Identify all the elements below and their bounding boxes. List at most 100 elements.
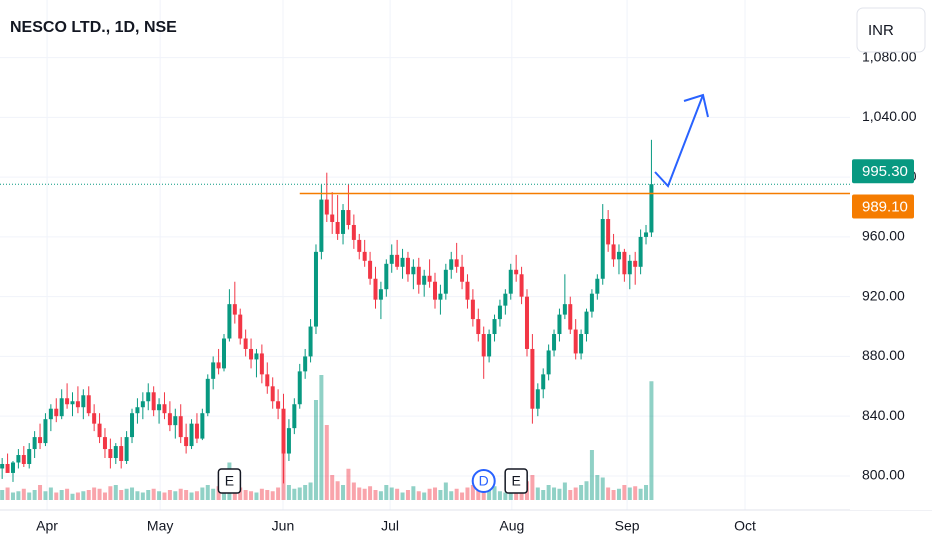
candle-body	[346, 210, 351, 225]
candle-body	[216, 362, 221, 369]
y-tick-label: 920.00	[862, 287, 905, 303]
x-tick-label: Sep	[615, 518, 640, 534]
candle-body	[606, 218, 611, 245]
candle-body	[48, 408, 53, 420]
volume-bar	[443, 482, 448, 500]
candle-body	[43, 419, 48, 444]
price-axis	[850, 0, 932, 510]
volume-bar	[151, 488, 156, 500]
volume-bar	[211, 488, 216, 500]
volume-bar	[557, 488, 562, 500]
candle-body	[243, 338, 248, 349]
candle-body	[254, 353, 259, 360]
volume-bar	[205, 485, 210, 500]
candle-body	[584, 311, 589, 335]
price-label: 989.10	[862, 198, 908, 215]
candle-body	[313, 251, 318, 327]
price-label: 995.30	[862, 163, 908, 180]
candle-body	[238, 314, 243, 339]
volume-bar	[433, 487, 438, 500]
volume-bar	[508, 490, 513, 500]
candle-body	[541, 374, 546, 390]
volume-bar	[270, 491, 275, 500]
volume-bar	[422, 492, 427, 500]
volume-bar	[303, 485, 308, 500]
candle-body	[487, 334, 492, 357]
volume-bar	[595, 475, 600, 500]
candle-body	[438, 293, 443, 300]
candle-body	[433, 281, 438, 300]
candle-body	[351, 224, 356, 240]
y-tick-label: 960.00	[862, 228, 905, 244]
volume-bar	[249, 491, 254, 500]
candle-body	[75, 401, 80, 408]
volume-bar	[167, 490, 172, 500]
candle-body	[395, 254, 400, 267]
event-label: E	[225, 473, 234, 489]
volume-bar	[21, 488, 26, 500]
volume-bar	[124, 488, 129, 500]
candle-body	[184, 437, 189, 447]
currency-label[interactable]: INR	[868, 22, 894, 39]
volume-bar	[633, 486, 638, 500]
volume-bar	[65, 488, 70, 500]
volume-bar	[70, 493, 75, 500]
volume-bar	[460, 492, 465, 500]
candle-body	[54, 408, 59, 417]
candle-body	[508, 269, 513, 294]
volume-bar	[130, 487, 135, 500]
candle-body	[10, 462, 15, 473]
candle-body	[470, 299, 475, 320]
volume-bar	[568, 490, 573, 500]
volume-bar	[606, 487, 611, 500]
volume-bar	[454, 488, 459, 500]
candle-body	[644, 232, 649, 237]
candle-body	[330, 214, 335, 222]
volume-bar	[308, 482, 313, 500]
chart-title: NESCO LTD., 1D, NSE	[10, 19, 177, 36]
candle-body	[130, 413, 135, 438]
candle-body	[119, 446, 124, 462]
candle-body	[108, 449, 113, 459]
volume-bar	[476, 490, 481, 500]
candle-body	[81, 395, 86, 408]
volume-bar	[48, 487, 53, 500]
candle-body	[319, 199, 324, 252]
volume-bar	[411, 486, 416, 500]
y-tick-label: 880.00	[862, 347, 905, 363]
candle-body	[270, 386, 275, 402]
volume-bar	[32, 490, 37, 500]
currency-button[interactable]	[856, 7, 926, 53]
volume-bar	[649, 381, 654, 500]
candle-body	[27, 449, 32, 464]
candle-body	[389, 254, 394, 264]
candle-body	[568, 304, 573, 330]
volume-bar	[357, 487, 362, 500]
x-tick-label: Apr	[36, 518, 58, 534]
candle-body	[427, 275, 432, 282]
volume-bar	[194, 491, 199, 500]
candle-body	[200, 413, 205, 439]
candle-body	[324, 199, 329, 215]
event-marker	[504, 468, 528, 494]
volume-bar	[216, 486, 221, 500]
candle-body	[622, 251, 627, 275]
candle-body	[552, 334, 557, 351]
volume-bar	[0, 490, 5, 500]
candle-body	[0, 463, 5, 469]
volume-bar	[346, 468, 351, 500]
volume-bar	[487, 488, 492, 500]
volume-bar	[254, 492, 259, 500]
volume-bar	[97, 488, 102, 500]
volume-bar	[579, 485, 584, 500]
x-tick-label: Jul	[381, 518, 399, 534]
volume-bar	[92, 487, 97, 500]
candle-body	[140, 401, 145, 408]
candle-body	[173, 416, 178, 426]
candle-body	[460, 266, 465, 282]
volume-bar	[259, 488, 264, 500]
volume-bar	[622, 485, 627, 500]
